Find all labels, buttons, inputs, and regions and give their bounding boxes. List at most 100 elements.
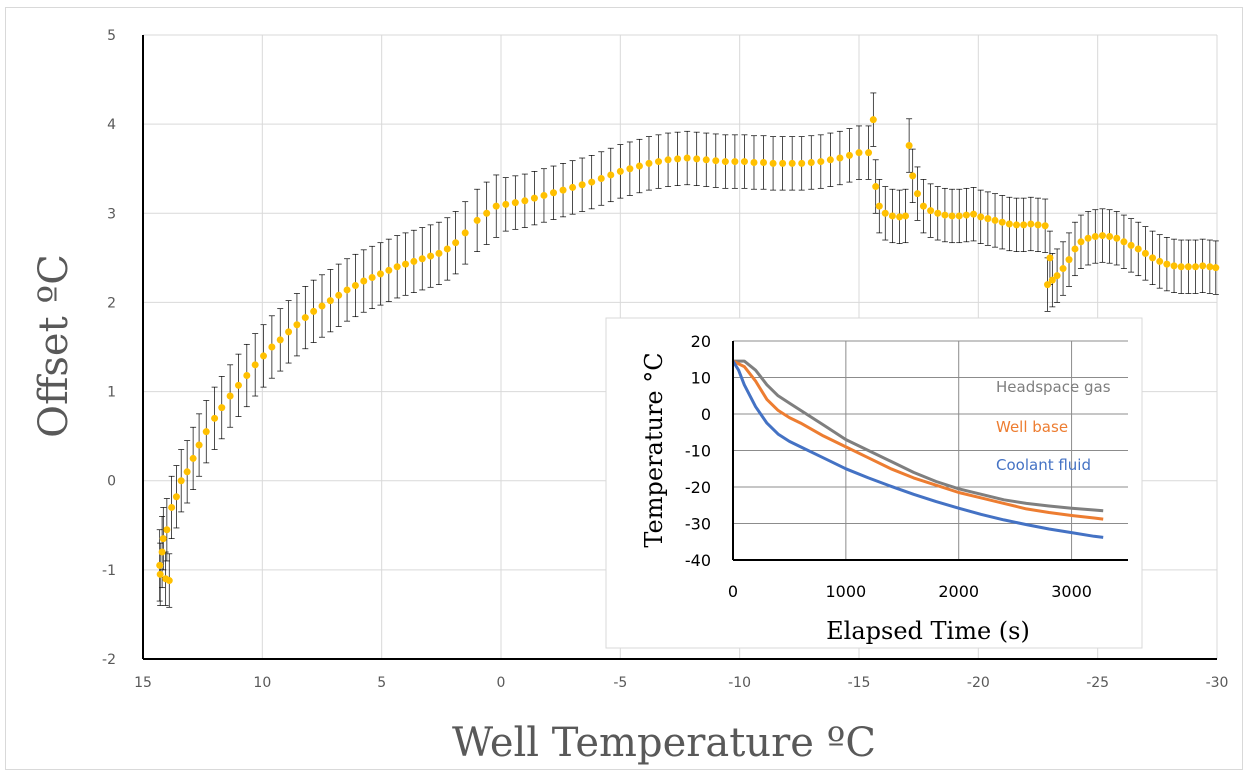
data-point xyxy=(645,159,653,167)
main-data-points xyxy=(156,116,1220,585)
data-point xyxy=(1013,221,1021,229)
x-axis-title: Well Temperature ºC xyxy=(452,720,876,766)
data-point xyxy=(461,229,469,237)
inset-grid xyxy=(733,340,1128,560)
data-point xyxy=(234,381,242,389)
data-point xyxy=(588,178,596,186)
data-point xyxy=(1005,220,1013,228)
y-axis-title: Offset ºC xyxy=(31,254,77,438)
data-point xyxy=(260,352,268,360)
inset-y-tick-label: 10 xyxy=(691,369,711,388)
data-point xyxy=(492,202,500,210)
y-tick-label: 1 xyxy=(107,385,116,401)
data-point xyxy=(376,270,384,278)
data-point xyxy=(172,493,180,501)
data-point xyxy=(1163,260,1171,268)
x-tick-label: 5 xyxy=(377,675,386,691)
data-point xyxy=(683,154,691,162)
data-point xyxy=(335,291,343,299)
data-point xyxy=(991,216,999,224)
data-point xyxy=(569,183,577,191)
data-point xyxy=(1098,232,1106,240)
x-tick-label: -30 xyxy=(1206,675,1229,691)
data-point xyxy=(177,477,185,485)
data-point xyxy=(1212,264,1220,272)
data-point xyxy=(1134,245,1142,253)
data-point xyxy=(1113,234,1121,242)
y-tick-label: 2 xyxy=(107,295,116,311)
y-tick-label: 3 xyxy=(107,206,116,222)
x-tick-label: -15 xyxy=(848,675,871,691)
data-point xyxy=(1206,263,1214,271)
data-point xyxy=(195,441,203,449)
data-point xyxy=(202,428,210,436)
data-point xyxy=(855,149,863,157)
main-axes xyxy=(142,35,1217,660)
data-point xyxy=(788,159,796,167)
data-point xyxy=(1149,254,1157,262)
inset-chart: 20 10 0 -10 -20 -30 -40 0 1000 2000 3000 Headspace… xyxy=(605,317,1143,649)
inset-series-lines xyxy=(731,359,1104,539)
data-point xyxy=(318,302,326,310)
data-point xyxy=(550,189,558,197)
y-tick-label: 0 xyxy=(107,474,116,490)
inset-x-axis-title: Elapsed Time (s) xyxy=(826,617,1030,645)
inset-y-tick-label: -40 xyxy=(685,551,711,570)
data-point xyxy=(1071,245,1079,253)
data-point xyxy=(955,212,963,220)
x-tick-label: -25 xyxy=(1086,675,1109,691)
data-point xyxy=(607,171,615,179)
data-point xyxy=(597,175,605,183)
data-point xyxy=(163,526,171,534)
data-point xyxy=(578,181,586,189)
data-point xyxy=(1120,238,1128,246)
data-point xyxy=(740,158,748,166)
inset-series-label: Coolant fluid xyxy=(996,456,1091,474)
data-point xyxy=(351,281,359,289)
inset-x-tick-label: 2000 xyxy=(938,582,979,601)
data-point xyxy=(1059,265,1067,273)
y-tick-label: -2 xyxy=(102,652,116,668)
data-point xyxy=(1177,263,1185,271)
inset-y-tick-label: 20 xyxy=(691,332,711,351)
data-point xyxy=(443,245,451,253)
inset-series-label: Well base xyxy=(996,418,1068,436)
inset-y-tick-label: -30 xyxy=(685,515,711,534)
data-point xyxy=(368,273,376,281)
data-point xyxy=(1127,241,1135,249)
data-point xyxy=(779,159,787,167)
x-tick-label: -20 xyxy=(967,675,990,691)
data-point xyxy=(211,414,219,422)
data-point xyxy=(511,199,519,207)
data-point xyxy=(948,212,956,220)
data-point xyxy=(1091,232,1099,240)
inset-series-labels: Headspace gas Well base Coolant fluid xyxy=(996,378,1111,474)
data-point xyxy=(941,211,949,219)
data-point xyxy=(1041,222,1049,230)
data-point xyxy=(156,570,164,578)
data-point xyxy=(427,252,435,260)
data-point xyxy=(310,307,318,315)
data-point xyxy=(702,156,710,164)
data-point xyxy=(1141,249,1149,257)
data-point xyxy=(402,260,410,268)
data-point xyxy=(984,215,992,223)
data-point xyxy=(1156,257,1164,265)
data-point xyxy=(875,202,883,210)
data-point xyxy=(807,158,815,166)
inset-background xyxy=(605,317,1143,649)
data-point xyxy=(156,561,164,569)
data-point xyxy=(435,249,443,257)
x-tick-label: 10 xyxy=(253,675,271,691)
data-point xyxy=(452,239,460,247)
data-point xyxy=(183,468,191,476)
data-point xyxy=(896,213,904,221)
inset-x-tick-label: 0 xyxy=(728,582,738,601)
data-point xyxy=(1106,232,1114,240)
data-point xyxy=(626,165,634,173)
data-point xyxy=(1199,262,1207,270)
data-point xyxy=(826,156,834,164)
inset-x-tick-label: 3000 xyxy=(1051,582,1092,601)
x-tick-label: 15 xyxy=(134,675,152,691)
